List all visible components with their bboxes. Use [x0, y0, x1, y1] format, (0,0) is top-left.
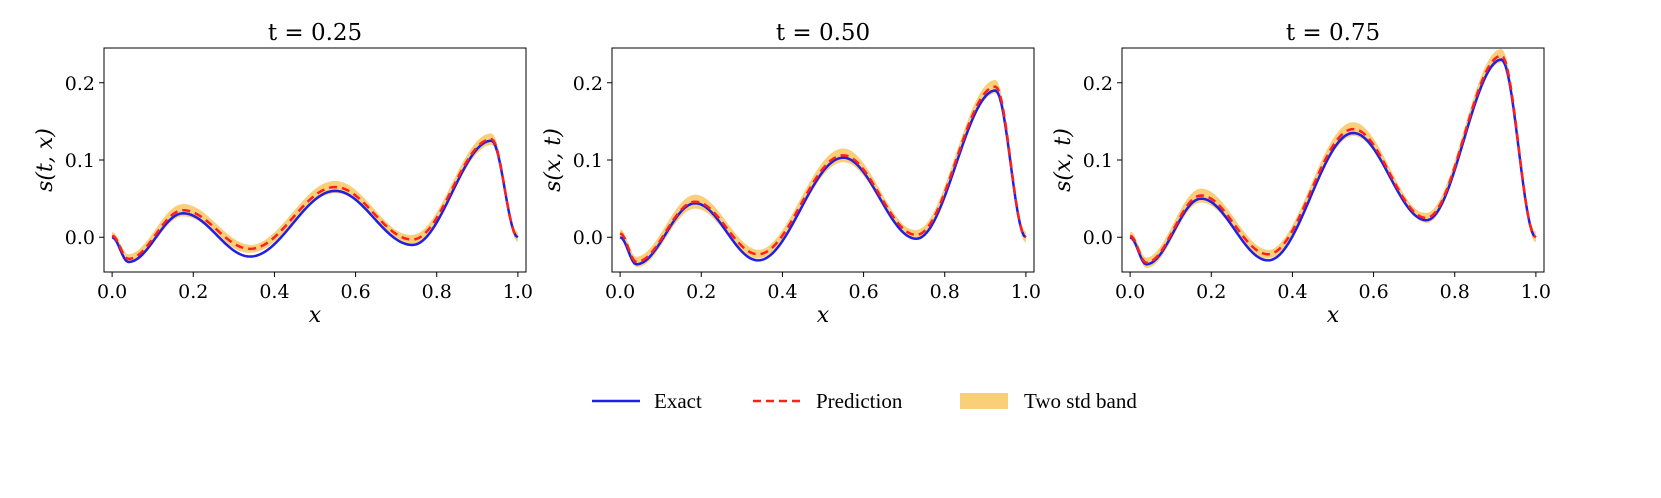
chart-panel-3: 0.0 0.2 0.4 0.6 0.8 1.0 0.0 0.1 0.2 t = 0.75 x s(x,… [1051, 20, 1551, 328]
std-band-3 [1130, 48, 1536, 268]
y-axis-label: s(t, x) [33, 128, 58, 192]
panels: 0.0 0.2 0.4 0.6 0.8 1.0 0.0 0.1 0.2 t = 0.25 x s(t,… [33, 20, 1551, 328]
legend-band-swatch [960, 393, 1008, 409]
x-tick-label: 0.0 [97, 281, 127, 303]
y-tick-label: 0.1 [1083, 150, 1113, 172]
exact-line-1 [111, 139, 519, 264]
x-tick-label: 0.2 [1196, 281, 1226, 303]
panel-title-3: t = 0.75 [1286, 20, 1380, 46]
x-tick-label: 0.4 [1277, 281, 1307, 303]
std-band-2 [620, 79, 1026, 268]
legend: Exact Prediction Two std band [592, 389, 1137, 413]
exact-line-3 [1129, 58, 1537, 266]
x-tick-label: 1.0 [503, 281, 533, 303]
x-tick-label: 0.6 [1358, 281, 1388, 303]
chart-panel-1: 0.0 0.2 0.4 0.6 0.8 1.0 0.0 0.1 0.2 t = 0.25 x s(t,… [33, 20, 533, 328]
legend-prediction-label: Prediction [816, 389, 903, 413]
y-axis-label: s(x, t) [541, 128, 566, 192]
y-tick-label: 0.0 [65, 227, 95, 249]
x-tick-label: 0.2 [686, 281, 716, 303]
prediction-line-2 [619, 85, 1027, 264]
y-tick-label: 0.1 [65, 150, 95, 172]
legend-band-label: Two std band [1024, 389, 1137, 413]
x-tick-label: 0.6 [848, 281, 878, 303]
y-tick-label: 0.0 [573, 227, 603, 249]
panel-title-2: t = 0.50 [776, 20, 870, 46]
x-tick-label: 1.0 [1011, 281, 1041, 303]
y-tick-label: 0.2 [1083, 73, 1113, 95]
x-tick-label: 0.6 [340, 281, 370, 303]
x-tick-label: 0.8 [1440, 281, 1470, 303]
chart-panel-2: 0.0 0.2 0.4 0.6 0.8 1.0 0.0 0.1 0.2 t = 0.50 x s(x,… [541, 20, 1041, 328]
panel-title-1: t = 0.25 [268, 20, 362, 46]
x-axis-label: x [817, 303, 830, 328]
y-tick-label: 0.0 [1083, 227, 1113, 249]
x-tick-label: 0.8 [930, 281, 960, 303]
plot-frame-1 [103, 47, 527, 273]
x-axis-label: x [1327, 303, 1340, 328]
exact-line-2 [619, 89, 1027, 266]
x-tick-label: 0.4 [259, 281, 289, 303]
x-axis-label: x [309, 303, 322, 328]
y-tick-label: 0.1 [573, 150, 603, 172]
y-axis-label: s(x, t) [1051, 128, 1076, 192]
y-tick-label: 0.2 [573, 73, 603, 95]
x-tick-label: 0.0 [1115, 281, 1145, 303]
x-tick-label: 0.4 [767, 281, 797, 303]
prediction-line-3 [1129, 54, 1537, 265]
legend-exact-label: Exact [654, 389, 702, 413]
x-tick-label: 0.2 [178, 281, 208, 303]
x-tick-label: 0.8 [422, 281, 452, 303]
x-tick-label: 0.0 [605, 281, 635, 303]
plot-frame-2 [611, 47, 1035, 273]
y-tick-label: 0.2 [65, 73, 95, 95]
x-tick-label: 1.0 [1521, 281, 1551, 303]
